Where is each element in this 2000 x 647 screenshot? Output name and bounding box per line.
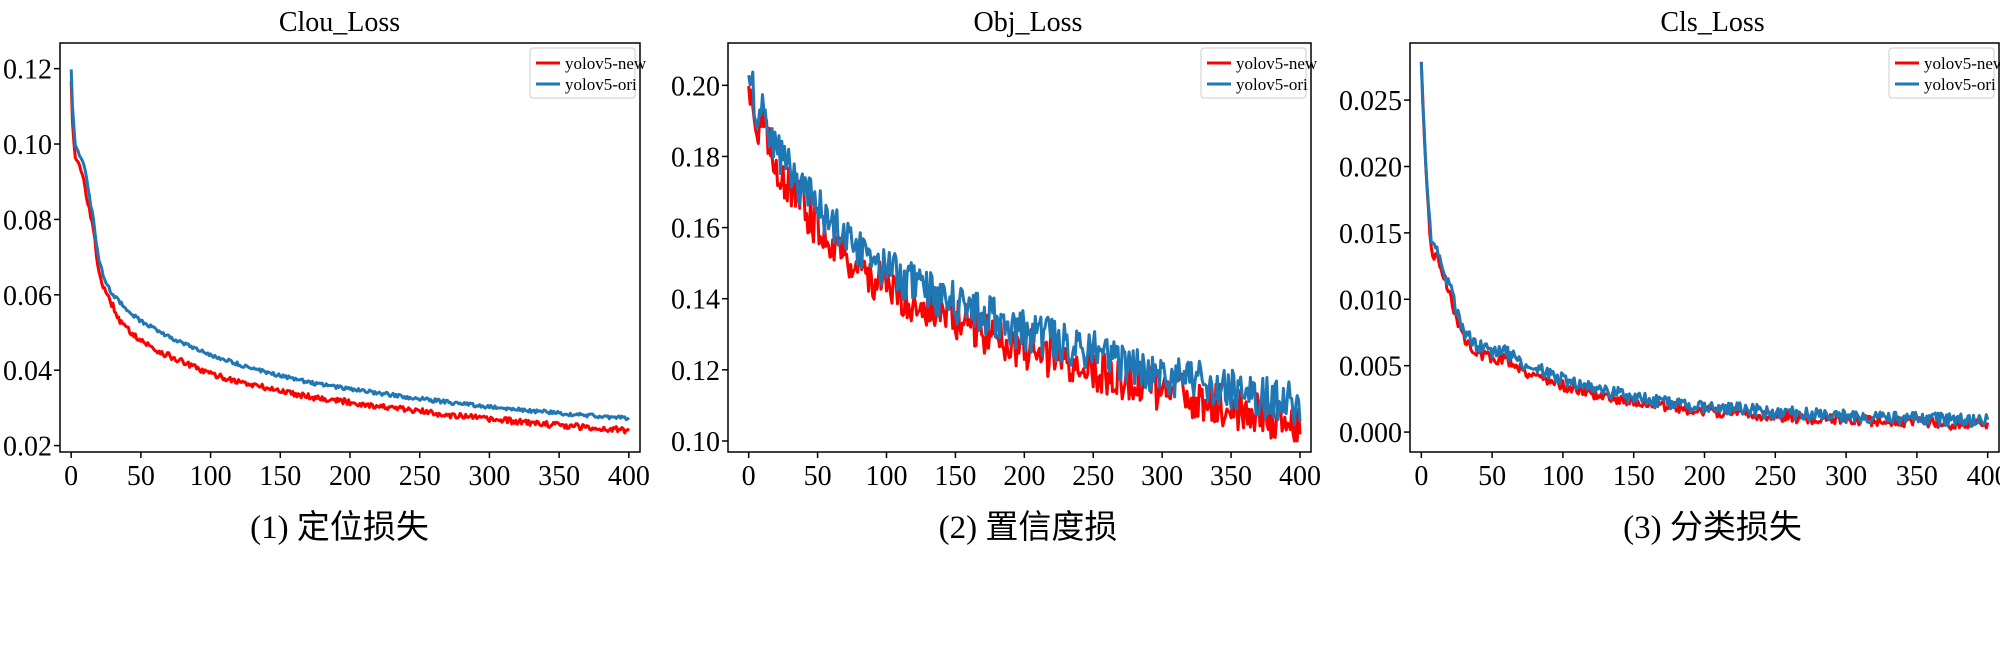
x-tick-label: 350 — [538, 461, 580, 492]
y-tick-label: 0.14 — [671, 285, 720, 316]
chart-cls-loss: Cls_Loss (3) 分类损失 0 50 100 150 200 250 300 350 4… — [1339, 7, 2000, 546]
y-tick-label: 0.04 — [3, 356, 52, 387]
y-tick-label: 0.12 — [671, 356, 720, 387]
y-tick-label: 0.005 — [1339, 352, 1402, 383]
x-tick-label: 400 — [608, 461, 650, 492]
x-tick-label: 250 — [399, 461, 441, 492]
x-tick-label: 50 — [127, 461, 155, 492]
x-tick-label: 350 — [1896, 461, 1938, 492]
x-tick-label: 0 — [1414, 461, 1428, 492]
x-tick-label: 150 — [934, 461, 976, 492]
legend-label: yolov5-new — [1924, 54, 2000, 73]
chart-title: Clou_Loss — [279, 7, 400, 38]
chart-clou-loss: Clou_Loss (1) 定位损失 0 50 100 150 200 250 300 350… — [3, 7, 650, 546]
x-tick-label: 300 — [1825, 461, 1867, 492]
x-tick-label: 0 — [64, 461, 78, 492]
series-line-yolov5-new — [69, 81, 631, 435]
chart-caption: (2) 置信度损 — [939, 509, 1118, 546]
chart-title: Cls_Loss — [1660, 7, 1764, 38]
axes-frame — [1409, 42, 2000, 453]
series-line-yolov5-new — [1419, 61, 1990, 431]
chart-caption: (3) 分类损失 — [1623, 509, 1802, 546]
x-tick-label: 400 — [1967, 461, 2000, 492]
legend-label: yolov5-new — [1236, 54, 1318, 73]
x-tick-label: 250 — [1754, 461, 1796, 492]
series-line-yolov5-ori — [747, 70, 1302, 427]
series-line-yolov5-ori — [69, 69, 630, 422]
series-line-yolov5-ori — [1419, 62, 1990, 428]
y-tick-label: 0.015 — [1339, 219, 1402, 250]
x-tick-label: 200 — [329, 461, 371, 492]
legend-label: yolov5-new — [565, 54, 647, 73]
y-tick-label: 0.12 — [3, 55, 52, 86]
x-tick-label: 200 — [1684, 461, 1726, 492]
x-tick-label: 150 — [1613, 461, 1655, 492]
x-tick-label: 50 — [1478, 461, 1506, 492]
legend: yolov5-new yolov5-ori — [529, 47, 647, 99]
chart-caption: (1) 定位损失 — [250, 509, 429, 546]
x-tick-label: 300 — [1141, 461, 1183, 492]
y-tick-label: 0.20 — [671, 71, 720, 102]
legend: yolov5-new yolov5-ori — [1200, 47, 1318, 99]
x-tick-label: 0 — [742, 461, 756, 492]
y-tick-label: 0.020 — [1339, 152, 1402, 183]
series-line-yolov5-new — [747, 85, 1302, 443]
y-tick-label: 0.02 — [3, 432, 52, 463]
y-tick-label: 0.18 — [671, 142, 720, 173]
x-tick-label: 400 — [1279, 461, 1321, 492]
y-tick-label: 0.10 — [671, 427, 720, 458]
y-tick-label: 0.025 — [1339, 86, 1402, 117]
x-tick-label: 100 — [190, 461, 232, 492]
x-tick-label: 100 — [865, 461, 907, 492]
legend-label: yolov5-ori — [1924, 75, 1996, 94]
x-tick-label: 350 — [1210, 461, 1252, 492]
chart-title: Obj_Loss — [974, 7, 1083, 38]
y-tick-label: 0.010 — [1339, 285, 1402, 316]
y-tick-label: 0.10 — [3, 130, 52, 161]
x-tick-label: 150 — [259, 461, 301, 492]
x-tick-label: 50 — [804, 461, 832, 492]
chart-obj-loss: Obj_Loss (2) 置信度损 0 50 100 150 200 250 300 350 4… — [671, 7, 1321, 546]
y-tick-label: 0.16 — [671, 214, 720, 245]
legend-label: yolov5-ori — [565, 75, 637, 94]
y-tick-label: 0.08 — [3, 205, 52, 236]
y-tick-label: 0.06 — [3, 281, 52, 312]
x-tick-label: 300 — [468, 461, 510, 492]
x-tick-label: 250 — [1072, 461, 1114, 492]
legend: yolov5-new yolov5-ori — [1888, 47, 2000, 99]
x-tick-label: 200 — [1003, 461, 1045, 492]
axes-frame — [727, 42, 1312, 453]
y-tick-label: 0.000 — [1339, 418, 1402, 449]
legend-label: yolov5-ori — [1236, 75, 1308, 94]
x-tick-label: 100 — [1542, 461, 1584, 492]
